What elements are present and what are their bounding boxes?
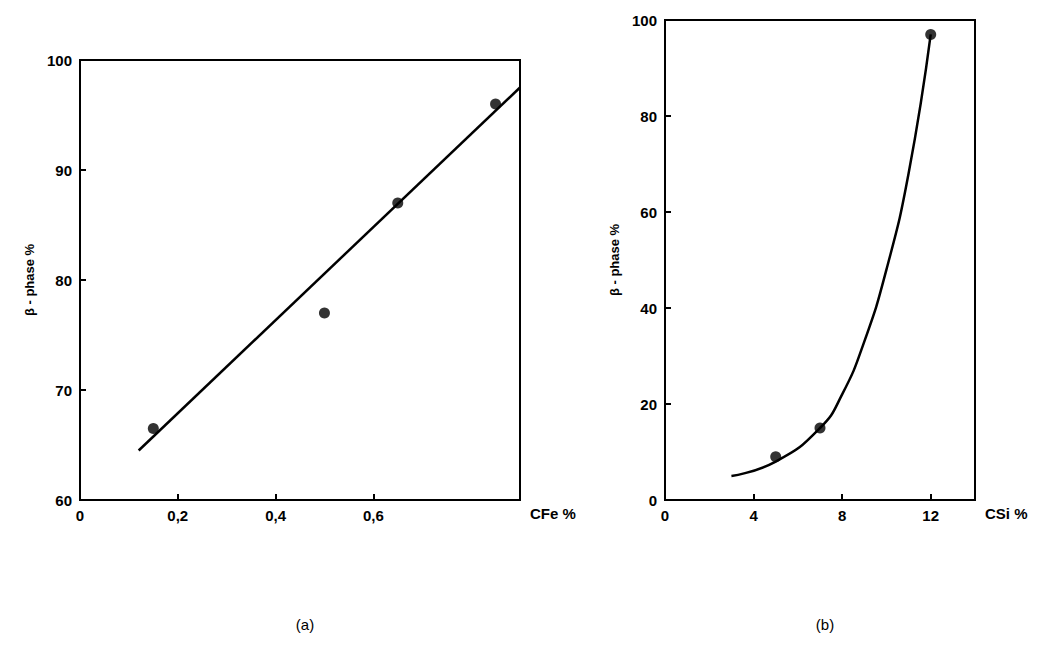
svg-text:0: 0: [661, 507, 669, 524]
svg-text:100: 100: [632, 12, 657, 29]
svg-text:60: 60: [55, 492, 72, 509]
svg-text:12: 12: [922, 507, 939, 524]
svg-text:0: 0: [76, 507, 84, 524]
svg-text:0: 0: [649, 492, 657, 509]
svg-text:4: 4: [749, 507, 758, 524]
svg-text:40: 40: [640, 300, 657, 317]
svg-text:90: 90: [55, 162, 72, 179]
svg-text:(a): (a): [296, 616, 314, 633]
svg-text:0,6: 0,6: [363, 507, 384, 524]
svg-text:0,2: 0,2: [167, 507, 188, 524]
svg-text:β - phase %: β - phase %: [607, 223, 622, 296]
svg-text:80: 80: [55, 272, 72, 289]
svg-text:20: 20: [640, 396, 657, 413]
svg-text:CSi %: CSi %: [985, 505, 1028, 522]
svg-text:0,4: 0,4: [265, 507, 287, 524]
svg-text:CFe %: CFe %: [530, 505, 576, 522]
svg-text:100: 100: [47, 52, 72, 69]
svg-text:8: 8: [838, 507, 846, 524]
svg-text:(b): (b): [816, 616, 834, 633]
svg-text:80: 80: [640, 108, 657, 125]
svg-text:70: 70: [55, 382, 72, 399]
svg-text:β - phase %: β - phase %: [22, 243, 37, 316]
svg-text:60: 60: [640, 204, 657, 221]
